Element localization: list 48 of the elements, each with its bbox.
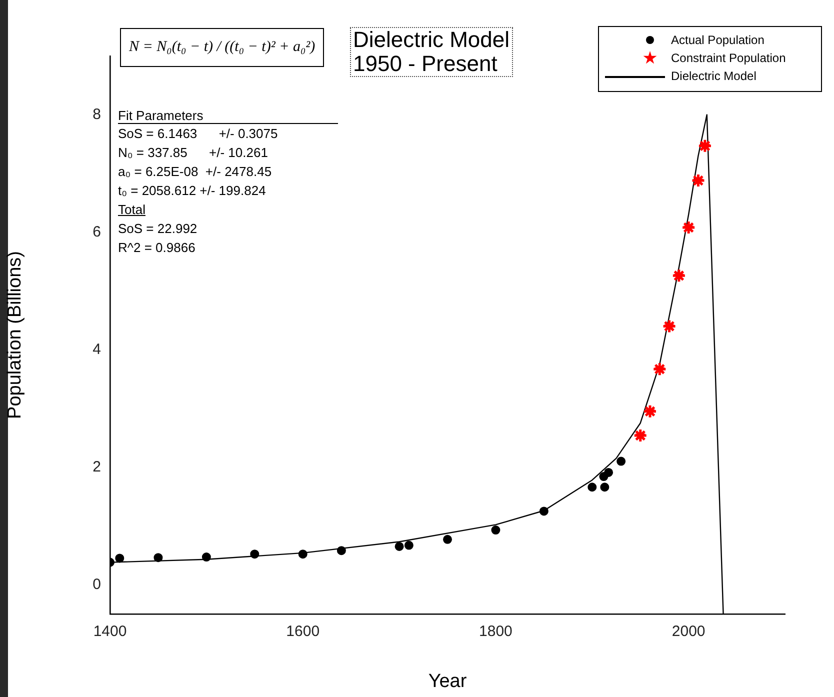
- point: [652, 362, 667, 376]
- y-tick-label: 4: [92, 340, 101, 358]
- text: N = N₀(t₀ − t) / ((t₀ − t)² + a₀²): [120, 28, 324, 67]
- point: [633, 428, 648, 443]
- point: [616, 456, 626, 466]
- point: [642, 404, 658, 419]
- point: [698, 138, 712, 154]
- annotation: N₀ = 337.85 +/- 10.261: [118, 144, 269, 162]
- point: [588, 482, 597, 492]
- point: [690, 173, 706, 188]
- x-tick-label: 1800: [479, 623, 512, 640]
- y-axis-title: Population (Billions): [4, 251, 26, 419]
- point: [672, 268, 686, 283]
- x-axis-title: Year: [428, 670, 468, 692]
- point: [298, 550, 308, 559]
- point: [250, 550, 260, 559]
- point: [404, 540, 414, 550]
- annotation: SoS = 6.1463 +/- 0.3075: [118, 125, 279, 143]
- point: [604, 468, 614, 477]
- x-tick-label: 1600: [286, 623, 320, 640]
- legend-label: Actual Population: [671, 33, 764, 47]
- point: [443, 534, 452, 544]
- point: [491, 526, 500, 535]
- annotation: Fit Parameters: [118, 108, 338, 124]
- point: [154, 553, 163, 562]
- legend-label: Constraint Population: [671, 51, 786, 65]
- point: [394, 542, 404, 551]
- chart-subtitle: 1950 - Present: [353, 51, 498, 76]
- annotation: Total: [118, 201, 146, 219]
- annotation: t₀ = 2058.612 +/- 199.824: [118, 182, 267, 200]
- point: [202, 552, 211, 562]
- annotation: a₀ = 6.25E-08 +/- 2478.45: [118, 163, 273, 181]
- y-tick-label: 2: [92, 458, 101, 476]
- chart-title: Dielectric Model: [353, 27, 510, 52]
- point: [336, 546, 346, 556]
- legend-label: Dielectric Model: [671, 69, 756, 83]
- point: [539, 506, 548, 516]
- point: [115, 554, 124, 563]
- y-tick-label: 0: [92, 576, 101, 593]
- point: [662, 318, 677, 334]
- x-tick-label: 2000: [672, 623, 706, 640]
- annotation: SoS = 22.992: [118, 220, 198, 238]
- point: [681, 220, 696, 235]
- y-tick-label: 6: [92, 223, 101, 240]
- x-tick-label: 1400: [93, 623, 127, 640]
- annotation: R^2 = 0.9866: [118, 239, 196, 257]
- y-tick-label: 8: [92, 106, 101, 123]
- point: [600, 482, 610, 492]
